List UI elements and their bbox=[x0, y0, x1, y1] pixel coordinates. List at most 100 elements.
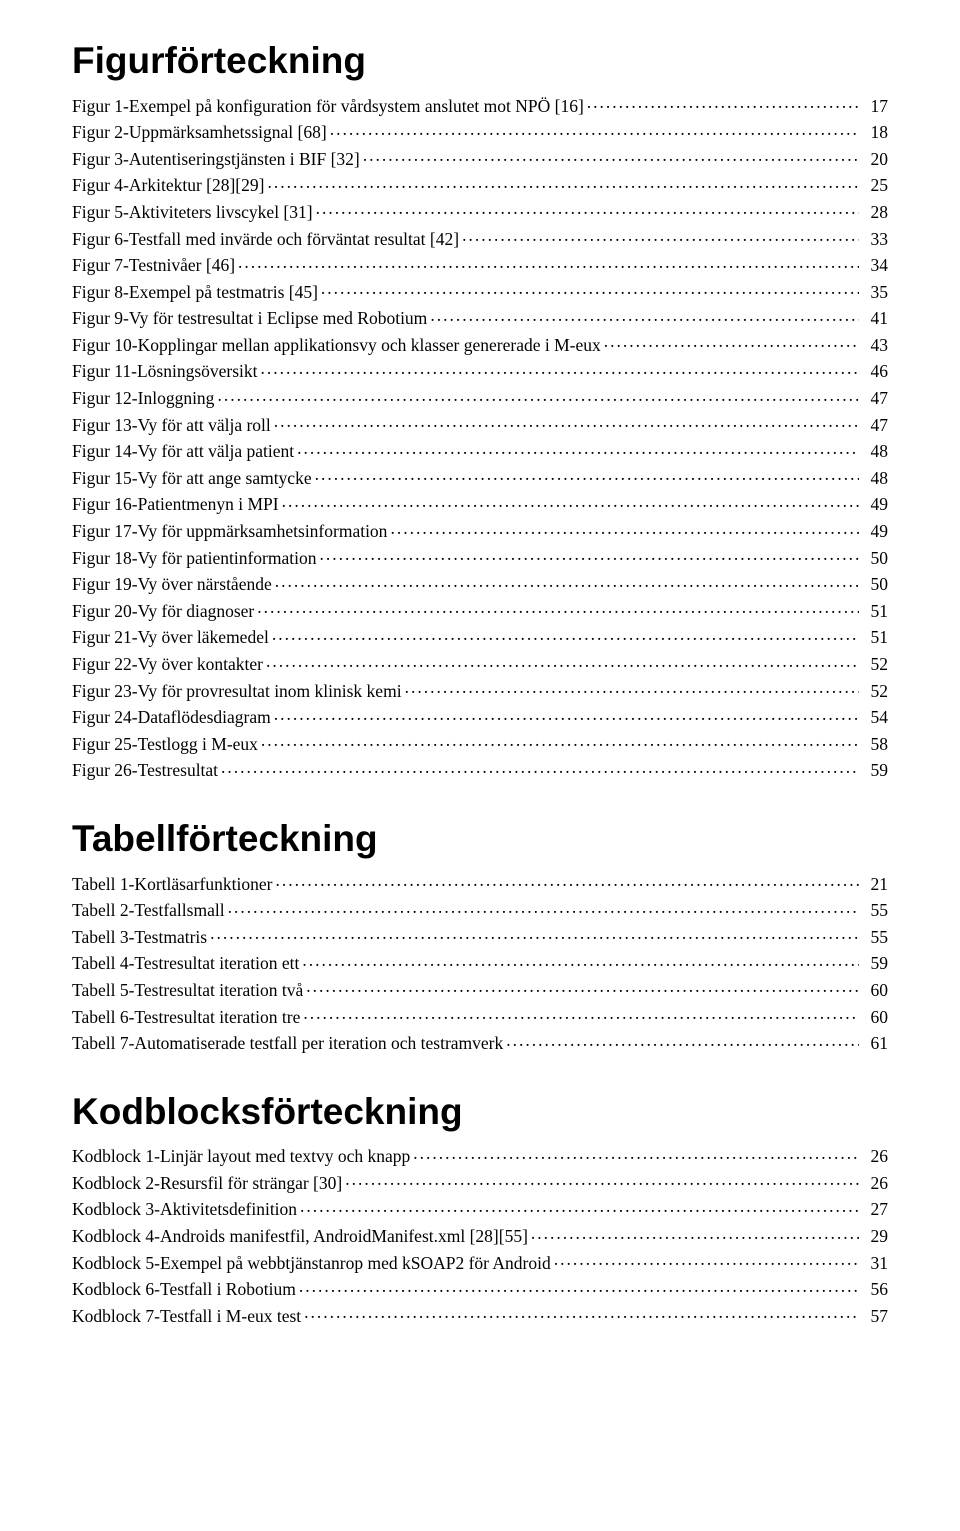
toc-entry-page: 61 bbox=[862, 1030, 888, 1057]
figures-list: Figur 1-Exempel på konfiguration för vår… bbox=[72, 93, 888, 784]
figure-toc-row: Figur 21-Vy över läkemedel51 bbox=[72, 624, 888, 651]
toc-entry-page: 60 bbox=[862, 1004, 888, 1031]
figure-toc-row: Figur 16-Patientmenyn i MPI49 bbox=[72, 491, 888, 518]
toc-entry-label: Figur 12-Inloggning bbox=[72, 385, 214, 412]
toc-leader-dots bbox=[531, 1225, 859, 1243]
toc-entry-page: 18 bbox=[862, 119, 888, 146]
toc-leader-dots bbox=[345, 1171, 859, 1189]
toc-leader-dots bbox=[315, 466, 859, 484]
toc-leader-dots bbox=[405, 679, 859, 697]
toc-leader-dots bbox=[274, 706, 859, 724]
toc-leader-dots bbox=[261, 732, 859, 750]
toc-entry-page: 17 bbox=[862, 93, 888, 120]
codeblock-toc-row: Kodblock 6-Testfall i Robotium56 bbox=[72, 1276, 888, 1303]
figure-toc-row: Figur 25-Testlogg i M-eux58 bbox=[72, 731, 888, 758]
toc-entry-page: 20 bbox=[862, 146, 888, 173]
toc-leader-dots bbox=[303, 1005, 859, 1023]
toc-leader-dots bbox=[282, 493, 859, 511]
figure-toc-row: Figur 22-Vy över kontakter 52 bbox=[72, 651, 888, 678]
toc-entry-label: Figur 20-Vy för diagnoser bbox=[72, 598, 254, 625]
toc-entry-page: 48 bbox=[862, 438, 888, 465]
toc-entry-label: Tabell 3-Testmatris bbox=[72, 924, 207, 951]
toc-leader-dots bbox=[217, 387, 859, 405]
toc-entry-page: 28 bbox=[862, 199, 888, 226]
toc-leader-dots bbox=[302, 952, 859, 970]
table-toc-row: Tabell 5-Testresultat iteration två60 bbox=[72, 977, 888, 1004]
table-toc-row: Tabell 4-Testresultat iteration ett59 bbox=[72, 950, 888, 977]
toc-entry-page: 54 bbox=[862, 704, 888, 731]
figure-toc-row: Figur 12-Inloggning47 bbox=[72, 385, 888, 412]
toc-entry-label: Kodblock 1-Linjär layout med textvy och … bbox=[72, 1143, 410, 1170]
toc-entry-label: Figur 7-Testnivåer [46] bbox=[72, 252, 235, 279]
figure-toc-row: Figur 6-Testfall med invärde och förvänt… bbox=[72, 226, 888, 253]
codeblocks-heading: Kodblocksförteckning bbox=[72, 1091, 888, 1134]
toc-entry-page: 33 bbox=[862, 226, 888, 253]
toc-leader-dots bbox=[221, 759, 859, 777]
toc-entry-label: Tabell 7-Automatiserade testfall per ite… bbox=[72, 1030, 503, 1057]
toc-entry-page: 25 bbox=[862, 172, 888, 199]
tables-list: Tabell 1-Kortläsarfunktioner21Tabell 2-T… bbox=[72, 871, 888, 1057]
toc-leader-dots bbox=[316, 200, 859, 218]
figure-toc-row: Figur 8-Exempel på testmatris [45]35 bbox=[72, 279, 888, 306]
toc-entry-label: Figur 13-Vy för att välja roll bbox=[72, 412, 271, 439]
toc-leader-dots bbox=[390, 520, 859, 538]
toc-entry-label: Tabell 1-Kortläsarfunktioner bbox=[72, 871, 272, 898]
toc-entry-label: Figur 3-Autentiseringstjänsten i BIF [32… bbox=[72, 146, 360, 173]
toc-entry-label: Kodblock 3-Aktivitetsdefinition bbox=[72, 1196, 297, 1223]
toc-entry-page: 55 bbox=[862, 924, 888, 951]
codeblock-toc-row: Kodblock 2-Resursfil för strängar [30]26 bbox=[72, 1170, 888, 1197]
toc-entry-label: Kodblock 4-Androids manifestfil, Android… bbox=[72, 1223, 528, 1250]
toc-leader-dots bbox=[462, 227, 859, 245]
toc-entry-page: 27 bbox=[862, 1196, 888, 1223]
figure-toc-row: Figur 26-Testresultat59 bbox=[72, 757, 888, 784]
toc-entry-page: 52 bbox=[862, 651, 888, 678]
toc-entry-page: 52 bbox=[862, 678, 888, 705]
toc-leader-dots bbox=[306, 978, 859, 996]
toc-entry-label: Kodblock 7-Testfall i M-eux test bbox=[72, 1303, 301, 1330]
toc-entry-label: Figur 10-Kopplingar mellan applikationsv… bbox=[72, 332, 601, 359]
toc-entry-page: 50 bbox=[862, 545, 888, 572]
toc-leader-dots bbox=[319, 546, 859, 564]
toc-entry-label: Figur 19-Vy över närstående bbox=[72, 571, 272, 598]
toc-leader-dots bbox=[257, 599, 859, 617]
toc-entry-page: 31 bbox=[862, 1250, 888, 1277]
figure-toc-row: Figur 19-Vy över närstående50 bbox=[72, 571, 888, 598]
figure-toc-row: Figur 18-Vy för patientinformation50 bbox=[72, 545, 888, 572]
table-toc-row: Tabell 2-Testfallsmall55 bbox=[72, 897, 888, 924]
figure-toc-row: Figur 2-Uppmärksamhetssignal [68]18 bbox=[72, 119, 888, 146]
toc-leader-dots bbox=[430, 307, 859, 325]
toc-entry-label: Figur 17-Vy för uppmärksamhetsinformatio… bbox=[72, 518, 387, 545]
toc-entry-page: 35 bbox=[862, 279, 888, 306]
toc-leader-dots bbox=[275, 872, 859, 890]
toc-leader-dots bbox=[321, 280, 859, 298]
toc-leader-dots bbox=[267, 174, 859, 192]
toc-leader-dots bbox=[274, 413, 859, 431]
toc-entry-page: 43 bbox=[862, 332, 888, 359]
codeblock-toc-row: Kodblock 4-Androids manifestfil, Android… bbox=[72, 1223, 888, 1250]
table-toc-row: Tabell 1-Kortläsarfunktioner21 bbox=[72, 871, 888, 898]
figure-toc-row: Figur 5-Aktiviteters livscykel [31]28 bbox=[72, 199, 888, 226]
figure-toc-row: Figur 4-Arkitektur [28][29]25 bbox=[72, 172, 888, 199]
toc-entry-label: Figur 9-Vy för testresultat i Eclipse me… bbox=[72, 305, 427, 332]
codeblocks-list: Kodblock 1-Linjär layout med textvy och … bbox=[72, 1143, 888, 1329]
toc-leader-dots bbox=[228, 899, 859, 917]
toc-entry-page: 29 bbox=[862, 1223, 888, 1250]
table-toc-row: Tabell 7-Automatiserade testfall per ite… bbox=[72, 1030, 888, 1057]
toc-entry-label: Figur 22-Vy över kontakter bbox=[72, 651, 263, 678]
codeblock-toc-row: Kodblock 5-Exempel på webbtjänstanrop me… bbox=[72, 1250, 888, 1277]
toc-leader-dots bbox=[304, 1304, 859, 1322]
toc-entry-label: Figur 15-Vy för att ange samtycke bbox=[72, 465, 312, 492]
toc-entry-page: 51 bbox=[862, 598, 888, 625]
toc-entry-page: 26 bbox=[862, 1143, 888, 1170]
toc-leader-dots bbox=[297, 440, 859, 458]
toc-entry-label: Tabell 5-Testresultat iteration två bbox=[72, 977, 303, 1004]
toc-leader-dots bbox=[238, 254, 859, 272]
toc-entry-label: Kodblock 6-Testfall i Robotium bbox=[72, 1276, 296, 1303]
figures-heading: Figurförteckning bbox=[72, 40, 888, 83]
toc-entry-label: Figur 25-Testlogg i M-eux bbox=[72, 731, 258, 758]
figure-toc-row: Figur 7-Testnivåer [46]34 bbox=[72, 252, 888, 279]
toc-entry-label: Tabell 6-Testresultat iteration tre bbox=[72, 1004, 300, 1031]
toc-entry-page: 47 bbox=[862, 412, 888, 439]
toc-entry-page: 48 bbox=[862, 465, 888, 492]
toc-leader-dots bbox=[413, 1145, 859, 1163]
